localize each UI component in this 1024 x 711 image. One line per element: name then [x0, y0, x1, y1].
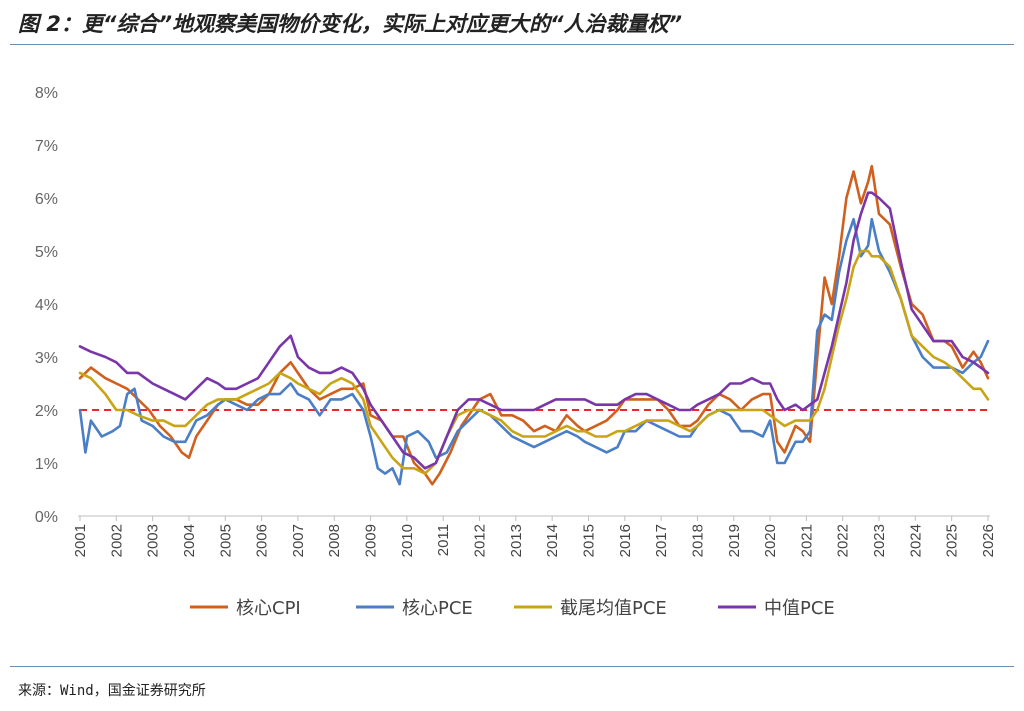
x-tick-label: 2018	[689, 524, 706, 557]
chart: 0%1%2%3%4%5%6%7%8% 2001 2002 2003 2004 2005 2…	[35, 85, 997, 619]
y-tick-label: 3%	[35, 350, 58, 367]
y-tick-label: 6%	[35, 191, 58, 208]
x-tick-label: 2006	[254, 524, 271, 557]
x-tick-label: 2007	[290, 524, 307, 557]
x-tick-label: 2019	[726, 524, 743, 557]
x-tick-label: 2004	[181, 524, 198, 557]
legend-label-2: 截尾均值PCE	[560, 598, 667, 619]
x-tick-label: 2017	[653, 524, 670, 557]
series-lines	[78, 164, 990, 486]
x-tick-label: 2020	[762, 524, 779, 557]
y-tick-label: 8%	[35, 85, 58, 102]
y-tick-label: 2%	[35, 403, 58, 420]
legend-label-0: 核心CPI	[236, 598, 301, 619]
x-tick-label: 2026	[980, 524, 997, 557]
y-tick-label: 7%	[35, 138, 58, 155]
legend: 核心CPI 核心PCE 截尾均值PCE 中值PCE	[190, 598, 835, 619]
y-tick-label: 0%	[35, 509, 58, 526]
x-tick-label: 2013	[508, 524, 525, 557]
x-tick-label: 2023	[871, 524, 888, 557]
y-tick-label: 1%	[35, 456, 58, 473]
y-tick-label: 4%	[35, 297, 58, 314]
x-tick-label: 2014	[544, 524, 561, 557]
x-tick-label: 2008	[326, 524, 343, 557]
series-line-3	[78, 191, 990, 470]
x-tick-label: 2025	[944, 524, 961, 557]
x-tick-label: 2012	[472, 524, 489, 557]
legend-label-1: 核心PCE	[402, 598, 473, 619]
x-tick-label: 2024	[907, 524, 924, 557]
x-tick-label: 2002	[108, 524, 125, 557]
chart-title: 图 2：更“综合”地观察美国物价变化，实际上对应更大的“人治裁量权”	[18, 12, 683, 36]
y-axis: 0% 1% 2% 3% 4% 5% 6% 7% 8%	[35, 85, 58, 526]
series-line-2	[78, 249, 990, 475]
x-tick-label: 2011	[435, 524, 452, 556]
x-tick-label: 2021	[798, 524, 815, 557]
legend-label-3: 中值PCE	[764, 598, 835, 619]
footer-divider	[10, 666, 1014, 667]
source-note: 来源：Wind，国金证券研究所	[18, 683, 206, 699]
x-tick-label: 2022	[835, 524, 852, 557]
x-tick-label: 2005	[217, 524, 234, 557]
x-axis: 2001 2002 2003 2004 2005 2006 2007 2008 2009 2010…	[72, 515, 997, 557]
x-tick-label: 2010	[399, 524, 416, 557]
x-tick-label: 2003	[145, 524, 162, 557]
x-tick-label: 2009	[363, 524, 380, 557]
x-tick-label: 2016	[617, 524, 634, 557]
series-line-0	[78, 164, 990, 486]
x-tick-label: 2015	[580, 524, 597, 557]
title-divider	[10, 44, 1014, 45]
x-tick-label: 2001	[72, 524, 89, 557]
series-line-1	[78, 217, 990, 486]
y-tick-label: 5%	[35, 244, 58, 261]
